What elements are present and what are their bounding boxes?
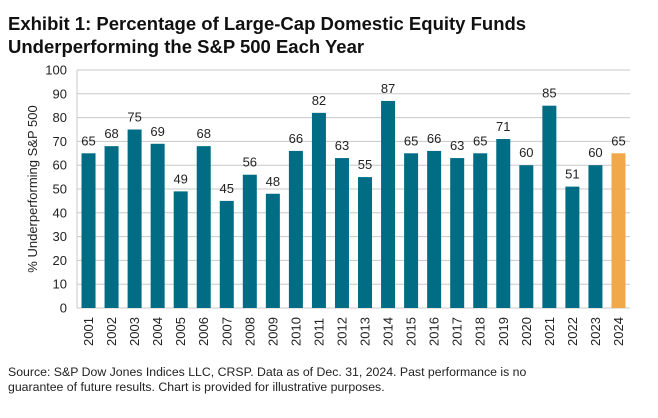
bar-2016	[427, 150, 442, 308]
y-tick-label: 20	[53, 253, 67, 268]
title-line-2: Underperforming the S&P 500 Each Year	[8, 36, 365, 57]
x-tick-label-2015: 2015	[404, 317, 419, 346]
data-label-2021: 85	[542, 86, 556, 101]
data-label-2003: 75	[127, 110, 141, 125]
x-tick-label-2005: 2005	[173, 317, 188, 346]
bar-2007	[219, 200, 234, 308]
data-label-2007: 45	[220, 181, 234, 196]
source-note: Source: S&P Dow Jones Indices LLC, CRSP.…	[8, 365, 648, 395]
bar-2018	[473, 153, 488, 308]
bar-2010	[288, 150, 303, 308]
x-tick-label-2023: 2023	[588, 317, 603, 346]
data-label-2015: 65	[404, 133, 418, 148]
bar-2004	[150, 143, 165, 308]
x-tick-label-2008: 2008	[242, 317, 257, 346]
y-tick-label: 100	[45, 63, 67, 78]
bar-2024	[611, 153, 626, 308]
y-tick-label: 90	[53, 86, 67, 101]
y-tick-label: 80	[53, 110, 67, 125]
x-tick-label-2013: 2013	[358, 317, 373, 346]
data-label-2020: 60	[519, 145, 533, 160]
source-line-1: Source: S&P Dow Jones Indices LLC, CRSP.…	[8, 365, 527, 379]
bar-2015	[404, 153, 419, 308]
bar-2017	[450, 158, 465, 308]
data-label-2014: 87	[381, 81, 395, 96]
source-line-2: guarantee of future results. Chart is pr…	[8, 380, 385, 394]
y-tick-label: 30	[53, 229, 67, 244]
y-axis-title: % Underperforming S&P 500	[25, 105, 40, 272]
bar-2008	[242, 174, 257, 308]
data-label-2023: 60	[588, 145, 602, 160]
bar-2013	[358, 177, 373, 308]
x-tick-label-2002: 2002	[104, 317, 119, 346]
x-tick-label-2009: 2009	[265, 317, 280, 346]
data-label-2004: 69	[150, 124, 164, 139]
x-tick-label-2018: 2018	[473, 317, 488, 346]
x-tick-label-2007: 2007	[219, 317, 234, 346]
x-tick-label-2024: 2024	[611, 317, 626, 346]
bar-2002	[104, 146, 119, 308]
x-tick-label-2020: 2020	[519, 317, 534, 346]
data-label-2005: 49	[173, 171, 187, 186]
bar-2012	[334, 158, 349, 308]
x-tick-label-2006: 2006	[196, 317, 211, 346]
data-label-2012: 63	[335, 138, 349, 153]
x-tick-label-2019: 2019	[496, 317, 511, 346]
data-label-2013: 55	[358, 157, 372, 172]
bar-2009	[265, 193, 280, 308]
y-tick-label: 50	[53, 182, 67, 197]
bar-chart: 0 10 20 30 40 50 60 70 80 90 100 % Underperforming …	[25, 63, 630, 346]
data-label-2010: 66	[289, 131, 303, 146]
bar-2021	[542, 105, 557, 308]
data-label-2024: 65	[611, 133, 625, 148]
bar-2003	[127, 129, 142, 308]
x-tick-label-2003: 2003	[127, 317, 142, 346]
x-tick-label-2021: 2021	[542, 317, 557, 346]
data-label-2001: 65	[81, 133, 95, 148]
bar-2005	[173, 191, 188, 308]
bar-2006	[196, 146, 211, 308]
y-tick-label: 0	[60, 301, 67, 316]
data-label-2022: 51	[565, 167, 579, 182]
y-tick-label: 40	[53, 205, 67, 220]
x-tick-label-2001: 2001	[81, 317, 96, 346]
x-tick-label-2010: 2010	[288, 317, 303, 346]
bar-2001	[81, 153, 96, 308]
bar-2022	[565, 186, 580, 308]
data-label-2002: 68	[104, 126, 118, 141]
bar-2014	[381, 100, 396, 308]
bar-2020	[519, 165, 534, 308]
y-tick-label: 60	[53, 158, 67, 173]
bar-2023	[588, 165, 603, 308]
y-tick-label: 70	[53, 134, 67, 149]
data-label-2016: 66	[427, 131, 441, 146]
bar-2019	[496, 139, 511, 308]
data-label-2017: 63	[450, 138, 464, 153]
x-tick-label-2011: 2011	[311, 318, 326, 346]
data-label-2018: 65	[473, 133, 487, 148]
data-label-2011: 82	[312, 93, 326, 108]
x-tick-label-2016: 2016	[427, 317, 442, 346]
data-label-2009: 48	[266, 174, 280, 189]
y-tick-label: 10	[53, 277, 67, 292]
x-tick-label-2012: 2012	[334, 317, 349, 346]
x-tick-label-2022: 2022	[565, 317, 580, 346]
bar-2011	[311, 112, 326, 308]
x-tick-label-2004: 2004	[150, 317, 165, 346]
title-line-1: Exhibit 1: Percentage of Large-Cap Domes…	[8, 13, 527, 34]
data-label-2006: 68	[196, 126, 210, 141]
data-label-2019: 71	[496, 119, 510, 134]
x-tick-label-2017: 2017	[450, 317, 465, 346]
data-label-2008: 56	[243, 155, 257, 170]
x-tick-label-2014: 2014	[381, 317, 396, 346]
chart-title: Exhibit 1: Percentage of Large-Cap Domes…	[8, 12, 658, 58]
